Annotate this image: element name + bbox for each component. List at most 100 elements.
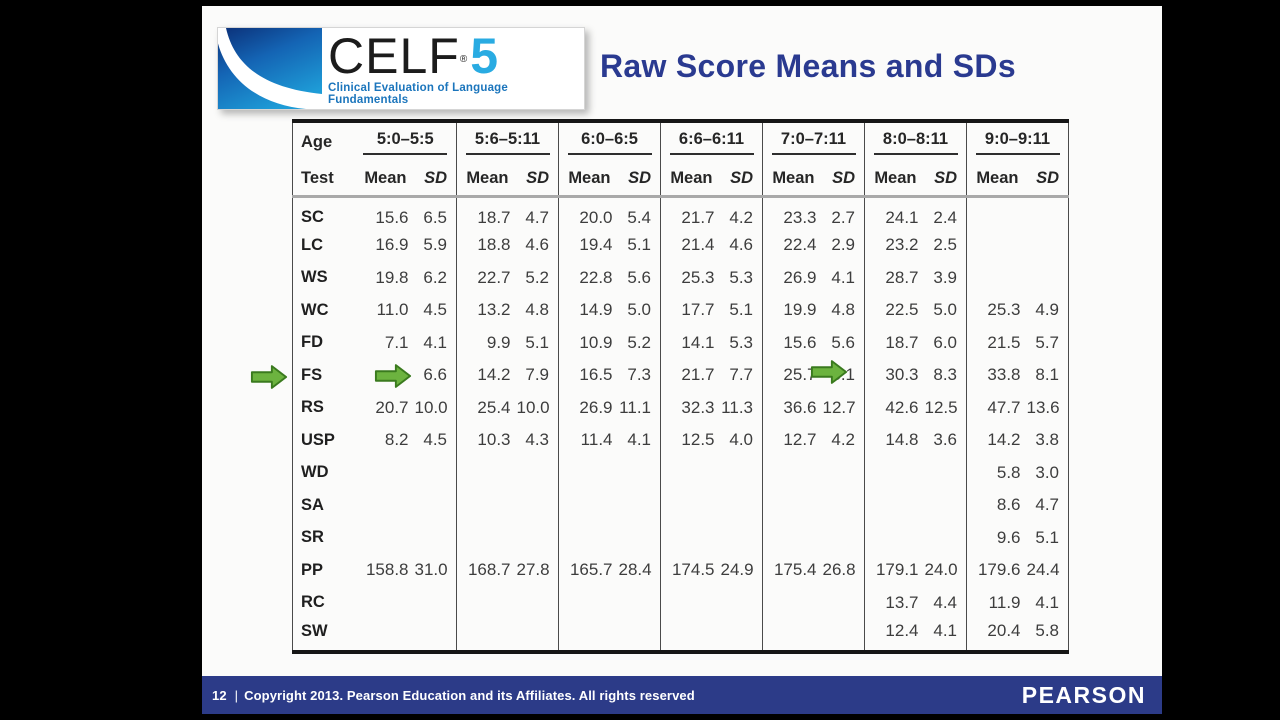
test-row-label: USP [301,430,335,449]
highlight-arrow-icon [374,362,412,390]
mean-column-header: Mean [354,161,415,198]
mean-cell: 14.8 [864,424,925,457]
sd-cell [415,457,457,490]
sd-cell: 5.3 [729,332,753,352]
sd-cell [721,587,763,620]
table-row: SW 12.4 4.1 20.4 5.8 [293,619,1069,652]
table-row: RS 20.7 10.0 25.4 10.0 26.9 11.1 32.3 11.3 36.6 12… [293,391,1069,424]
mean-cell: 14.2 [456,359,517,392]
registered-mark: ® [459,53,469,65]
test-row-label: WC [301,300,329,319]
sd-cell [823,587,865,620]
sd-cell: 6.2 [423,267,447,287]
mean-cell [864,456,925,489]
sd-cell: 24.0 [924,560,958,580]
sd-cell: 27.8 [516,560,550,580]
sd-column-header: SD [618,161,661,198]
mean-cell: 26.9 [762,261,823,294]
sd-cell [823,457,865,490]
sd-cell [721,489,763,522]
sd-cell: 12.7 [822,397,856,417]
sd-cell: 4.6 [525,235,549,255]
mean-cell: 179.6 [966,554,1027,587]
mean-cell [456,521,517,554]
sd-cell: 4.7 [1035,495,1059,515]
mean-cell: 7.1 [384,332,409,352]
mean-cell: 21.5 [966,326,1027,359]
mean-cell [355,619,415,652]
mean-cell: 24.1 [864,196,925,229]
sd-cell [619,587,661,620]
mean-cell: 14.9 [558,294,619,327]
mean-cell: 19.4 [558,229,619,262]
sd-cell [721,522,763,555]
table-row: RC 13.7 4.4 11.9 4.1 [293,586,1069,620]
sd-cell: 4.4 [933,592,957,612]
mean-cell: 22.4 [762,229,823,262]
sd-cell [517,522,559,555]
mean-cell: 18.8 [456,229,517,262]
sd-cell: 12.5 [924,397,958,417]
sd-cell [1027,262,1069,295]
test-row-label: RC [301,593,325,612]
mean-cell: 13.7 [864,586,925,619]
age-group-header: 8:0–8:11 [864,121,967,161]
sd-cell: 10.0 [414,397,448,417]
sd-cell [823,522,865,555]
age-group-header: 6:0–6:5 [558,121,661,161]
sd-cell: 24.9 [720,560,754,580]
mean-cell: 165.7 [558,554,619,587]
sd-cell [721,619,763,652]
sd-cell: 2.5 [933,235,957,255]
mean-cell: 23.3 [762,196,823,229]
mean-cell [660,489,721,522]
sd-cell: 5.6 [831,332,855,352]
table-row: WS 19.8 6.2 22.7 5.2 22.8 5.6 25.3 5.3 26.9 4.1 28.… [293,261,1069,295]
mean-cell [456,456,517,489]
sd-cell: 4.1 [831,267,855,287]
sd-cell: 5.0 [627,300,651,320]
sd-cell: 5.1 [627,235,651,255]
mean-cell: 10.3 [456,424,517,457]
sd-cell: 13.6 [1026,397,1060,417]
mean-cell: 21.7 [660,359,721,392]
sd-cell: 3.0 [1035,462,1059,482]
sd-cell: 5.1 [1035,527,1059,547]
table-row: USP 8.2 4.5 10.3 4.3 11.4 4.1 12.5 4.0 12.7 4.2 14.… [293,424,1069,457]
mean-cell: 175.4 [762,554,823,587]
mean-cell: 26.9 [558,391,619,424]
age-label: Age [301,132,333,151]
table-row: SC 15.6 6.5 18.7 4.7 20.0 5.4 21.7 4.2 23.3 2.7 24.… [293,196,1069,229]
mean-cell: 36.6 [762,391,823,424]
mean-cell: 15.6 [375,207,409,227]
sd-cell [925,489,967,522]
sd-column-header: SD [516,161,559,198]
mean-cell [355,587,415,620]
sd-column-header: SD [720,161,763,198]
sd-cell: 8.3 [933,365,957,385]
sd-column-header: SD [822,161,865,198]
pearson-logo: PEARSON [1021,681,1146,708]
sd-cell: 2.4 [933,207,957,227]
mean-cell [355,522,415,555]
test-row-label: LC [301,235,323,254]
mean-cell: 19.9 [762,294,823,327]
logo-tagline: Clinical Evaluation of Language Fundamen… [328,81,509,106]
sd-cell: 11.1 [619,397,651,417]
mean-cell [660,521,721,554]
test-row-label: SA [301,495,324,514]
sd-cell: 4.3 [525,430,549,450]
sd-cell: 3.6 [933,430,957,450]
mean-cell [456,489,517,522]
sd-cell: 28.4 [618,560,652,580]
highlight-arrow-icon [250,363,288,391]
test-row-label: PP [301,560,324,579]
sd-cell: 4.9 [1035,300,1059,320]
sd-cell: 5.1 [525,332,549,352]
sd-cell: 31.0 [414,560,448,580]
mean-cell [558,521,619,554]
mean-cell: 15.6 [762,326,823,359]
mean-cell: 168.7 [456,554,517,587]
mean-cell [456,619,517,652]
